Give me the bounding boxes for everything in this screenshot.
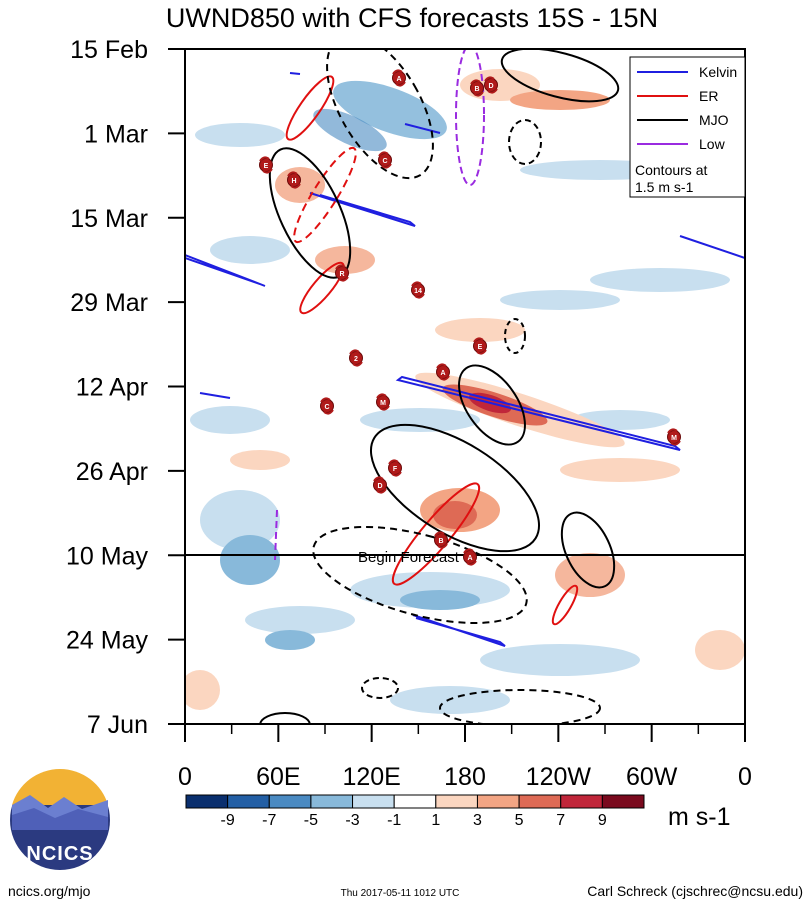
colorbar-label: 1 [431, 812, 440, 829]
y-tick-label: 1 Mar [84, 120, 148, 148]
chart-title: UWND850 with CFS forecasts 15S - 15N [166, 3, 658, 33]
colorbar-label: -3 [345, 812, 359, 829]
tc-marker-label: H [291, 178, 296, 185]
tc-marker: B [470, 79, 484, 97]
tc-marker: A [392, 69, 406, 87]
legend-note-1: Contours at [635, 162, 707, 178]
y-tick-label: 26 Apr [76, 458, 148, 486]
legend-label: Low [699, 136, 726, 152]
colorbar-label: 7 [556, 812, 565, 829]
tc-marker-label: 2 [354, 356, 358, 363]
footer-center: Thu 2017-05-11 1012 UTC [341, 888, 460, 899]
tc-marker-label: C [382, 158, 387, 165]
colorbar-swatch [268, 794, 312, 809]
y-tick-label: 24 May [66, 627, 148, 655]
colorbar-unit: m s-1 [668, 803, 731, 831]
legend-label: Kelvin [699, 64, 737, 80]
legend-note-2: 1.5 m s-1 [635, 179, 694, 195]
x-tick-label: 120E [342, 763, 400, 791]
tc-markers: A B E H C D R 14 E 2 M C A M F D B A [259, 69, 681, 566]
x-tick-label: 0 [178, 763, 192, 791]
tc-marker: R [335, 264, 349, 282]
colorbar-swatch [185, 794, 229, 809]
x-tick-label: 120W [526, 763, 592, 791]
legend-label: ER [699, 88, 718, 104]
tc-marker: E [259, 156, 273, 174]
colorbar-label: 9 [598, 812, 607, 829]
tc-marker: F [388, 459, 402, 477]
colorbar-label: -5 [304, 812, 318, 829]
tc-marker: H [287, 171, 301, 189]
kelvin-contours [185, 72, 745, 647]
tc-marker: M [667, 428, 681, 446]
legend: Kelvin ER MJO Low Contours at 1.5 m s-1 [629, 56, 746, 198]
tc-marker-label: A [467, 555, 472, 562]
legend-box [629, 56, 746, 198]
ncics-logo: NCICS [10, 769, 110, 870]
colorbar-swatch [476, 794, 520, 809]
tc-marker-label: B [438, 538, 443, 545]
x-tick-label: 0 [738, 763, 752, 791]
y-axis: 15 Feb 1 Mar 15 Mar 29 Mar 12 Apr 26 Apr 10 Ma… [66, 36, 185, 739]
tc-marker-label: D [488, 83, 493, 90]
y-tick-label: 29 Mar [70, 289, 148, 317]
tc-marker: D [484, 76, 498, 94]
low-contours [274, 49, 485, 561]
y-tick-label: 7 Jun [87, 711, 148, 739]
colorbar-label: -9 [221, 812, 235, 829]
y-tick-label: 12 Apr [76, 374, 148, 402]
tc-marker-label: E [478, 344, 483, 351]
tc-marker-label: D [377, 483, 382, 490]
footer-left: ncics.org/mjo [8, 883, 91, 899]
tc-marker-label: A [440, 370, 445, 377]
tc-marker: D [373, 476, 387, 494]
logo-text: NCICS [26, 843, 93, 865]
colorbar-swatch [601, 794, 645, 809]
colorbar-label: 3 [473, 812, 482, 829]
colorbar-swatch [227, 794, 270, 809]
forecast-label: Begin Forecast [358, 549, 460, 566]
tc-marker: B [434, 531, 448, 549]
colorbar-swatch [435, 794, 478, 809]
footer-right: Carl Schreck (cjschrec@ncsu.edu) [587, 883, 803, 899]
legend-label: MJO [699, 112, 729, 128]
colorbar-swatch [518, 794, 562, 809]
y-tick-label: 15 Mar [70, 205, 148, 233]
tc-marker-label: C [324, 404, 329, 411]
tc-marker: A [463, 548, 477, 566]
tc-marker: C [320, 397, 334, 415]
tc-marker: 2 [349, 349, 363, 367]
x-axis: 0 60E 120E 180 120W 60W 0 [178, 724, 752, 791]
tc-marker-label: A [396, 76, 401, 83]
y-tick-label: 15 Feb [70, 36, 148, 64]
colorbar-swatch [393, 794, 437, 809]
x-tick-label: 60E [256, 763, 300, 791]
colorbar: -9 -7 -5 -3 -1 1 3 5 7 9 [185, 794, 645, 829]
colorbar-swatch [310, 794, 354, 809]
tc-marker: M [376, 393, 390, 411]
colorbar-label: 5 [515, 812, 524, 829]
colorbar-swatch [560, 794, 603, 809]
tc-marker-label: B [474, 86, 479, 93]
y-tick-label: 10 May [66, 542, 148, 570]
tc-marker-label: F [393, 466, 398, 473]
tc-marker-label: M [671, 435, 677, 442]
tc-marker: E [473, 337, 487, 355]
tc-marker: 14 [411, 281, 425, 299]
tc-marker-label: M [380, 400, 386, 407]
x-tick-label: 180 [444, 763, 486, 791]
colorbar-label: -7 [262, 812, 276, 829]
tc-marker-label: E [264, 163, 269, 170]
colorbar-swatch [352, 794, 395, 809]
tc-marker: C [378, 151, 392, 169]
tc-marker-label: R [339, 271, 344, 278]
x-tick-label: 60W [626, 763, 678, 791]
tc-marker: A [436, 363, 450, 381]
tc-marker-label: 14 [414, 288, 422, 295]
colorbar-label: -1 [387, 812, 401, 829]
